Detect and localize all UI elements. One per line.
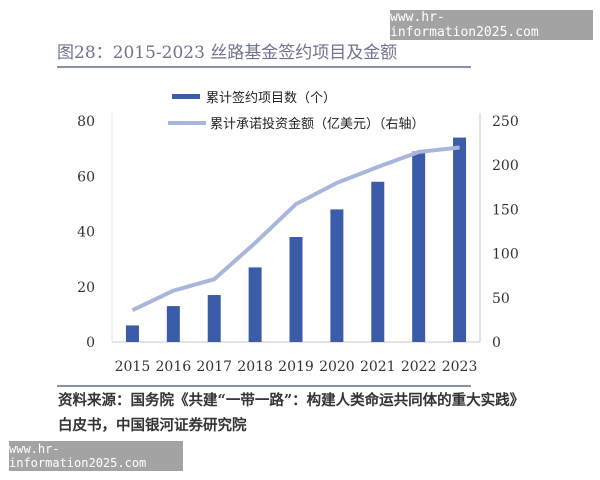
bar-2022 xyxy=(412,151,426,342)
source-note: 资料来源：国务院《共建“一带一路”：构建人类命运共同体的重大实践》 白皮书，中国… xyxy=(58,388,558,438)
x-tick-label: 2018 xyxy=(237,359,273,375)
left-tick-label: 0 xyxy=(86,335,95,351)
bar-2019 xyxy=(289,237,303,342)
bar-2016 xyxy=(166,306,180,342)
right-tick-label: 50 xyxy=(492,291,510,307)
legend-label-line: 累计承诺投资金额（亿美元）（右轴） xyxy=(210,116,425,132)
bar-2015 xyxy=(125,325,139,342)
bar-2023 xyxy=(453,137,467,342)
bar-2017 xyxy=(207,295,221,342)
source-line-1: 资料来源：国务院《共建“一带一路”：构建人类命运共同体的重大实践》 xyxy=(58,392,525,409)
x-tick-label: 2020 xyxy=(319,359,355,375)
right-tick-label: 100 xyxy=(492,247,519,263)
left-tick-label: 60 xyxy=(77,169,95,185)
legend-label-bar: 累计签约项目数（个） xyxy=(206,90,336,106)
x-tick-label: 2019 xyxy=(278,359,314,375)
title-rule xyxy=(57,66,471,68)
left-tick-label: 80 xyxy=(77,114,95,130)
source-rule xyxy=(57,385,471,387)
x-tick-label: 2017 xyxy=(196,359,232,375)
right-tick-label: 0 xyxy=(492,335,501,351)
bar-2021 xyxy=(371,181,385,342)
x-tick-label: 2016 xyxy=(156,359,192,375)
x-tick-label: 2023 xyxy=(442,359,478,375)
watermark-bottom: www.hr-information2025.com xyxy=(9,441,183,471)
x-tick-label: 2021 xyxy=(360,359,396,375)
legend-swatch-bar xyxy=(172,94,200,99)
x-tick-label: 2022 xyxy=(401,359,437,375)
bar-2018 xyxy=(248,267,262,342)
source-line-2: 白皮书，中国银河证券研究院 xyxy=(58,417,247,434)
x-tick-label: 2015 xyxy=(115,359,151,375)
left-tick-label: 20 xyxy=(77,280,95,296)
watermark-top: www.hr-information2025.com xyxy=(390,10,593,40)
chart-title: 图28：2015-2023 丝路基金签约项目及金额 xyxy=(57,43,398,63)
left-tick-label: 40 xyxy=(77,225,95,241)
right-tick-label: 200 xyxy=(492,158,519,174)
right-tick-label: 150 xyxy=(492,202,519,218)
bar-2020 xyxy=(330,209,344,342)
right-tick-label: 250 xyxy=(492,114,519,130)
